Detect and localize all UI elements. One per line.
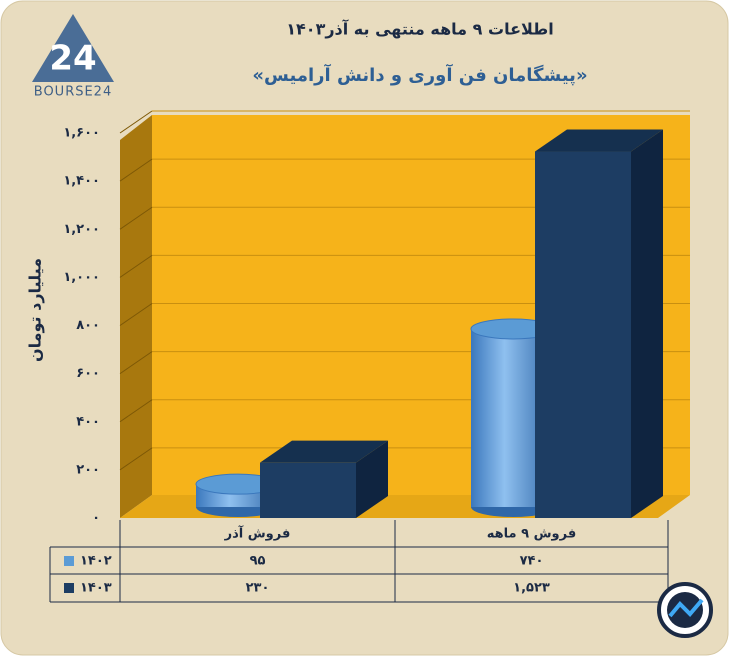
bar <box>260 462 356 518</box>
chart-subtitle: «پیشگامان فن آوری و دانش آرامیس» <box>252 63 587 86</box>
bar-top <box>535 129 663 152</box>
y-tick-label: ۰ <box>92 511 100 526</box>
y-tick-label: ۴۰۰ <box>76 414 100 429</box>
y-tick-label: ۱,۴۰۰ <box>63 174 100 189</box>
grid-line <box>119 303 153 326</box>
y-axis-label: میلیارد تومان <box>26 258 45 362</box>
grid-line <box>119 351 153 375</box>
chart-title: اطلاعات ۹ ماهه منتهی به آذر۱۴۰۳ <box>286 19 553 39</box>
svg-text:24: 24 <box>49 39 96 79</box>
grid-line <box>119 110 153 134</box>
table <box>49 520 669 603</box>
legend-label: ۱۴۰۲ <box>80 554 112 569</box>
y-tick-label: ۲۰۰ <box>76 462 100 477</box>
grid-line <box>119 447 153 471</box>
y-tick-label: ۱,۰۰۰ <box>63 270 100 285</box>
grid-line <box>119 158 153 182</box>
grid-line <box>119 399 153 423</box>
y-tick-label: ۱,۲۰۰ <box>63 222 100 237</box>
grid-line <box>119 254 153 278</box>
x-tick-label: فروش آذر <box>224 525 291 542</box>
value-label: ۷۴۰ <box>520 554 544 569</box>
value-label: ۲۳۰ <box>246 581 270 596</box>
bar <box>535 151 631 518</box>
brand-icon <box>657 582 713 638</box>
logo: 24 BOURSE24 <box>32 14 114 100</box>
legend-label: ۱۴۰۳ <box>80 581 112 596</box>
value-label: ۱,۵۲۳ <box>513 581 550 596</box>
logo-text: BOURSE24 <box>34 85 112 100</box>
y-tick-label: ۸۰۰ <box>76 318 100 333</box>
value-label: ۹۵ <box>250 554 266 569</box>
legend-swatch <box>64 556 74 566</box>
bar-top <box>260 440 388 463</box>
y-tick-label: ۱,۶۰۰ <box>63 126 100 141</box>
side-wall <box>120 115 152 518</box>
grid-line <box>119 206 153 230</box>
x-tick-label: فروش ۹ ماهه <box>487 527 576 542</box>
bar-side <box>631 129 663 518</box>
legend-swatch <box>64 583 74 593</box>
bar-side <box>356 440 388 518</box>
y-tick-label: ۶۰۰ <box>76 366 100 381</box>
